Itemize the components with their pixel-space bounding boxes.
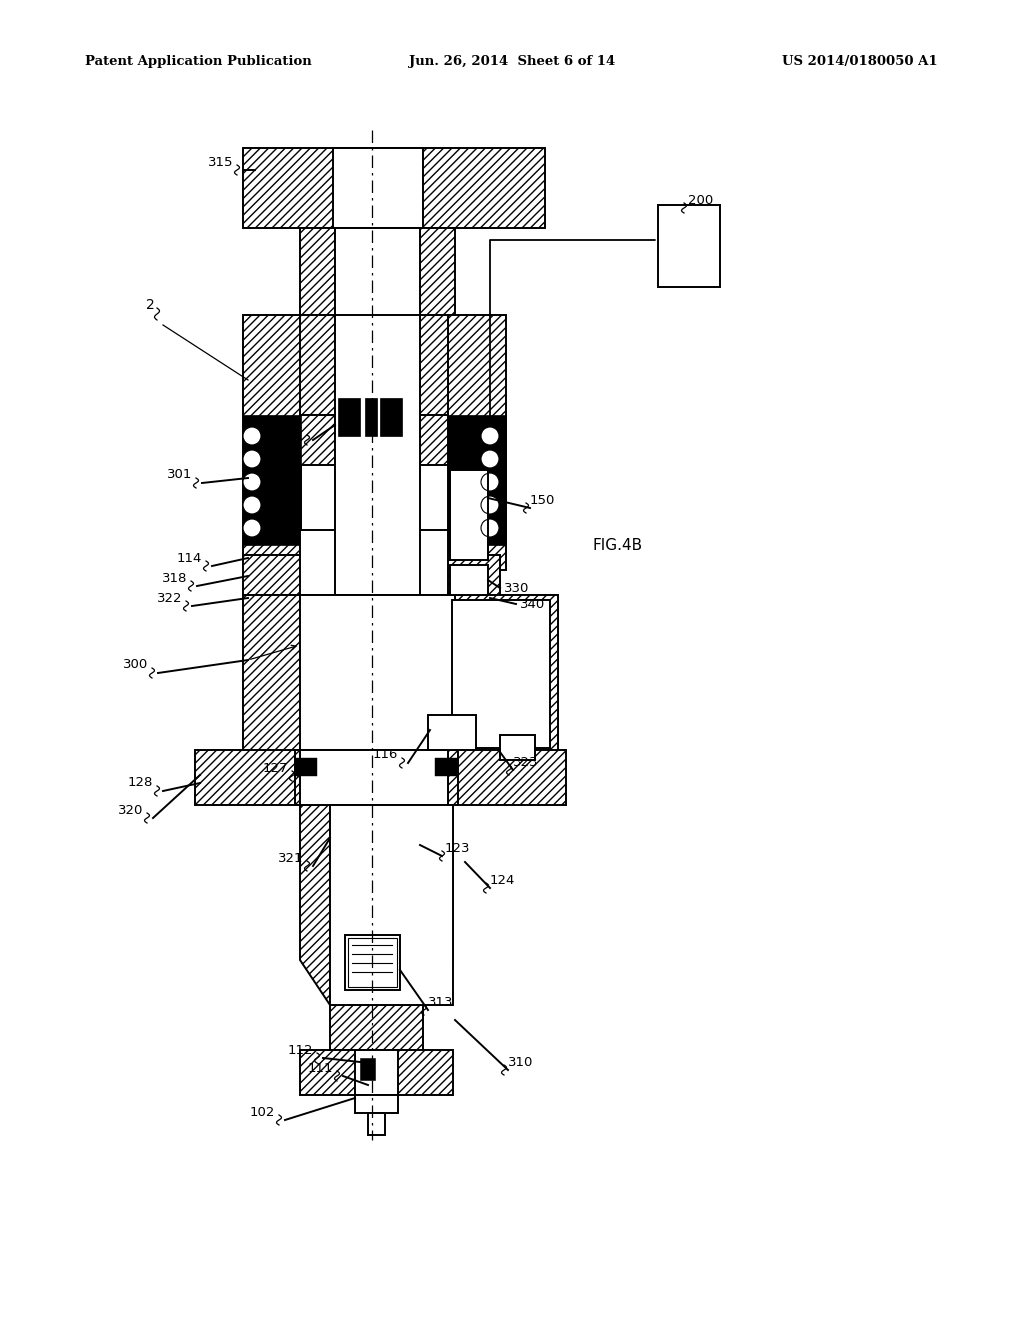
Text: 2: 2 [146, 298, 155, 312]
Bar [300, 228, 335, 318]
Text: 322: 322 [157, 591, 182, 605]
Bar [300, 1049, 453, 1096]
Text: 300: 300 [123, 659, 148, 672]
Text: 112: 112 [288, 1044, 313, 1056]
Bar [449, 414, 506, 545]
Circle shape [243, 450, 261, 469]
Bar [295, 750, 305, 805]
Bar [300, 531, 449, 595]
Text: 340: 340 [520, 598, 545, 610]
Text: 318: 318 [162, 572, 187, 585]
Bar [330, 1005, 423, 1049]
Text: FIG.4B: FIG.4B [593, 537, 643, 553]
Bar [380, 399, 402, 436]
Polygon shape [423, 805, 453, 1005]
Bar [355, 1096, 398, 1113]
Circle shape [243, 519, 261, 537]
Bar [295, 758, 317, 776]
Text: Patent Application Publication: Patent Application Publication [85, 55, 311, 69]
Text: 301: 301 [167, 469, 193, 482]
Bar [330, 805, 453, 1005]
Bar [243, 148, 545, 228]
Text: 127: 127 [262, 762, 288, 775]
Text: 111: 111 [307, 1061, 333, 1074]
Text: 330: 330 [504, 582, 529, 594]
Bar [243, 414, 301, 545]
Text: 117: 117 [278, 425, 303, 438]
Text: 313: 313 [428, 995, 454, 1008]
Bar [335, 228, 420, 478]
Text: 116: 116 [373, 748, 398, 762]
Text: 320: 320 [118, 804, 143, 817]
Text: 114: 114 [176, 552, 202, 565]
Bar [243, 595, 558, 755]
Bar [365, 399, 377, 436]
Bar [333, 148, 423, 228]
Bar [449, 315, 506, 531]
Circle shape [243, 426, 261, 445]
Bar [500, 735, 535, 760]
Bar [300, 315, 335, 436]
Text: 310: 310 [508, 1056, 534, 1068]
Bar [388, 750, 449, 805]
Bar [355, 1049, 398, 1096]
Text: 150: 150 [530, 494, 555, 507]
Bar [243, 531, 301, 570]
Text: 315: 315 [208, 156, 233, 169]
Bar [420, 228, 455, 318]
Bar [449, 750, 458, 805]
Text: 102: 102 [250, 1106, 275, 1118]
Text: 323: 323 [513, 755, 539, 768]
Bar [338, 399, 360, 436]
Circle shape [481, 426, 499, 445]
Text: US 2014/0180050 A1: US 2014/0180050 A1 [782, 55, 938, 69]
Bar [300, 414, 335, 465]
Bar [418, 315, 449, 436]
Bar [450, 470, 488, 560]
Text: 123: 123 [445, 842, 470, 854]
Bar [335, 395, 420, 440]
Bar [345, 935, 400, 990]
Bar [449, 595, 558, 755]
Circle shape [481, 473, 499, 491]
Polygon shape [300, 805, 330, 1005]
Circle shape [243, 496, 261, 513]
Bar [452, 601, 550, 748]
Bar [195, 750, 300, 805]
Bar [418, 414, 449, 465]
Bar [243, 315, 301, 531]
Bar [360, 1059, 375, 1080]
Circle shape [481, 519, 499, 537]
Bar [449, 750, 566, 805]
Text: 124: 124 [490, 874, 515, 887]
Bar [300, 595, 455, 750]
Bar [658, 205, 720, 286]
Text: 200: 200 [688, 194, 714, 206]
Bar [243, 554, 335, 595]
Circle shape [481, 496, 499, 513]
Bar [449, 531, 506, 570]
Bar [408, 554, 500, 595]
Bar [435, 758, 457, 776]
Text: Jun. 26, 2014  Sheet 6 of 14: Jun. 26, 2014 Sheet 6 of 14 [409, 55, 615, 69]
Bar [348, 939, 397, 987]
Bar [300, 750, 355, 805]
Circle shape [481, 450, 499, 469]
Bar [300, 750, 449, 805]
Text: 128: 128 [128, 776, 153, 789]
Bar [335, 228, 420, 318]
Circle shape [243, 473, 261, 491]
Text: 321: 321 [278, 851, 303, 865]
Bar [428, 715, 476, 750]
Bar [335, 315, 420, 595]
Bar [450, 565, 488, 595]
Bar [368, 1113, 385, 1135]
